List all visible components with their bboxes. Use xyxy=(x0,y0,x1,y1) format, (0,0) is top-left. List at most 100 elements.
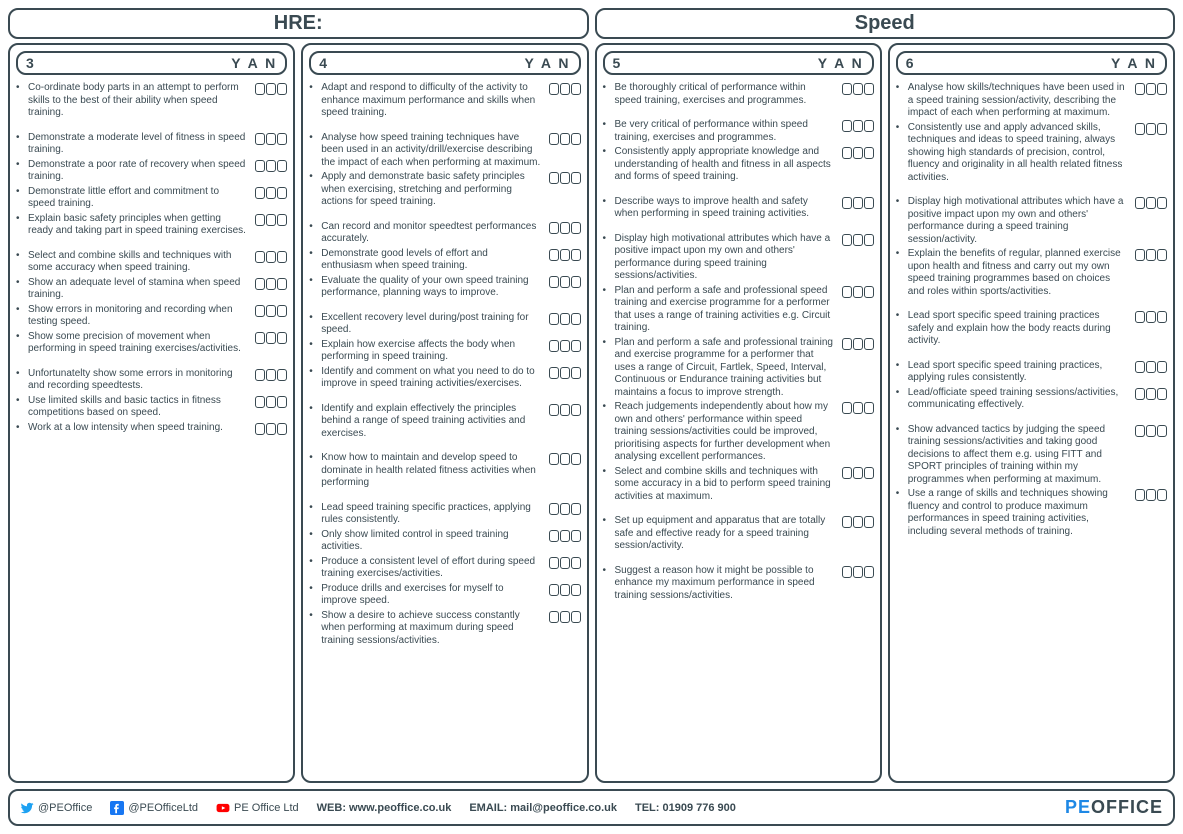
checkbox[interactable] xyxy=(853,234,863,246)
checkbox[interactable] xyxy=(1135,489,1145,501)
checkbox[interactable] xyxy=(255,278,265,290)
checkbox[interactable] xyxy=(842,338,852,350)
checkbox[interactable] xyxy=(560,172,570,184)
checkbox[interactable] xyxy=(277,332,287,344)
checkbox[interactable] xyxy=(1157,249,1167,261)
checkbox[interactable] xyxy=(277,187,287,199)
checkbox[interactable] xyxy=(864,467,874,479)
checkbox[interactable] xyxy=(266,83,276,95)
checkbox[interactable] xyxy=(549,367,559,379)
checkbox[interactable] xyxy=(549,453,559,465)
checkbox[interactable] xyxy=(277,305,287,317)
checkbox[interactable] xyxy=(1157,311,1167,323)
checkbox[interactable] xyxy=(571,172,581,184)
checkbox[interactable] xyxy=(842,147,852,159)
checkbox[interactable] xyxy=(864,120,874,132)
checkbox[interactable] xyxy=(560,530,570,542)
checkbox[interactable] xyxy=(560,367,570,379)
checkbox[interactable] xyxy=(1135,361,1145,373)
checkbox[interactable] xyxy=(266,160,276,172)
checkbox[interactable] xyxy=(549,503,559,515)
checkbox[interactable] xyxy=(571,611,581,623)
checkbox[interactable] xyxy=(277,369,287,381)
checkbox[interactable] xyxy=(1135,311,1145,323)
checkbox[interactable] xyxy=(277,214,287,226)
checkbox[interactable] xyxy=(571,222,581,234)
checkbox[interactable] xyxy=(1135,388,1145,400)
checkbox[interactable] xyxy=(277,278,287,290)
checkbox[interactable] xyxy=(266,396,276,408)
checkbox[interactable] xyxy=(864,402,874,414)
checkbox[interactable] xyxy=(1157,388,1167,400)
checkbox[interactable] xyxy=(1146,489,1156,501)
checkbox[interactable] xyxy=(266,305,276,317)
checkbox[interactable] xyxy=(1146,361,1156,373)
checkbox[interactable] xyxy=(1135,425,1145,437)
checkbox[interactable] xyxy=(853,147,863,159)
checkbox[interactable] xyxy=(571,557,581,569)
checkbox[interactable] xyxy=(560,133,570,145)
checkbox[interactable] xyxy=(255,423,265,435)
checkbox[interactable] xyxy=(1146,249,1156,261)
checkbox[interactable] xyxy=(255,305,265,317)
checkbox[interactable] xyxy=(1146,311,1156,323)
checkbox[interactable] xyxy=(853,286,863,298)
checkbox[interactable] xyxy=(842,402,852,414)
checkbox[interactable] xyxy=(266,251,276,263)
checkbox[interactable] xyxy=(571,83,581,95)
checkbox[interactable] xyxy=(842,467,852,479)
checkbox[interactable] xyxy=(549,133,559,145)
checkbox[interactable] xyxy=(1157,83,1167,95)
checkbox[interactable] xyxy=(255,160,265,172)
checkbox[interactable] xyxy=(549,249,559,261)
checkbox[interactable] xyxy=(266,278,276,290)
checkbox[interactable] xyxy=(560,83,570,95)
checkbox[interactable] xyxy=(560,249,570,261)
checkbox[interactable] xyxy=(571,530,581,542)
checkbox[interactable] xyxy=(560,404,570,416)
checkbox[interactable] xyxy=(255,83,265,95)
checkbox[interactable] xyxy=(853,467,863,479)
checkbox[interactable] xyxy=(255,187,265,199)
checkbox[interactable] xyxy=(266,133,276,145)
checkbox[interactable] xyxy=(266,214,276,226)
checkbox[interactable] xyxy=(864,338,874,350)
checkbox[interactable] xyxy=(560,276,570,288)
checkbox[interactable] xyxy=(853,402,863,414)
checkbox[interactable] xyxy=(255,214,265,226)
checkbox[interactable] xyxy=(571,453,581,465)
checkbox[interactable] xyxy=(277,423,287,435)
checkbox[interactable] xyxy=(1135,83,1145,95)
checkbox[interactable] xyxy=(853,566,863,578)
checkbox[interactable] xyxy=(571,133,581,145)
checkbox[interactable] xyxy=(549,584,559,596)
checkbox[interactable] xyxy=(864,83,874,95)
checkbox[interactable] xyxy=(864,516,874,528)
checkbox[interactable] xyxy=(842,566,852,578)
checkbox[interactable] xyxy=(255,332,265,344)
checkbox[interactable] xyxy=(549,313,559,325)
checkbox[interactable] xyxy=(255,396,265,408)
checkbox[interactable] xyxy=(1146,123,1156,135)
checkbox[interactable] xyxy=(571,404,581,416)
checkbox[interactable] xyxy=(549,611,559,623)
checkbox[interactable] xyxy=(549,404,559,416)
checkbox[interactable] xyxy=(1135,123,1145,135)
checkbox[interactable] xyxy=(560,222,570,234)
checkbox[interactable] xyxy=(1146,388,1156,400)
checkbox[interactable] xyxy=(560,557,570,569)
checkbox[interactable] xyxy=(864,286,874,298)
checkbox[interactable] xyxy=(864,197,874,209)
checkbox[interactable] xyxy=(255,369,265,381)
checkbox[interactable] xyxy=(549,172,559,184)
checkbox[interactable] xyxy=(571,313,581,325)
checkbox[interactable] xyxy=(853,516,863,528)
checkbox[interactable] xyxy=(571,249,581,261)
checkbox[interactable] xyxy=(1157,123,1167,135)
checkbox[interactable] xyxy=(571,503,581,515)
checkbox[interactable] xyxy=(255,133,265,145)
checkbox[interactable] xyxy=(266,187,276,199)
checkbox[interactable] xyxy=(1157,361,1167,373)
checkbox[interactable] xyxy=(864,147,874,159)
checkbox[interactable] xyxy=(1146,83,1156,95)
